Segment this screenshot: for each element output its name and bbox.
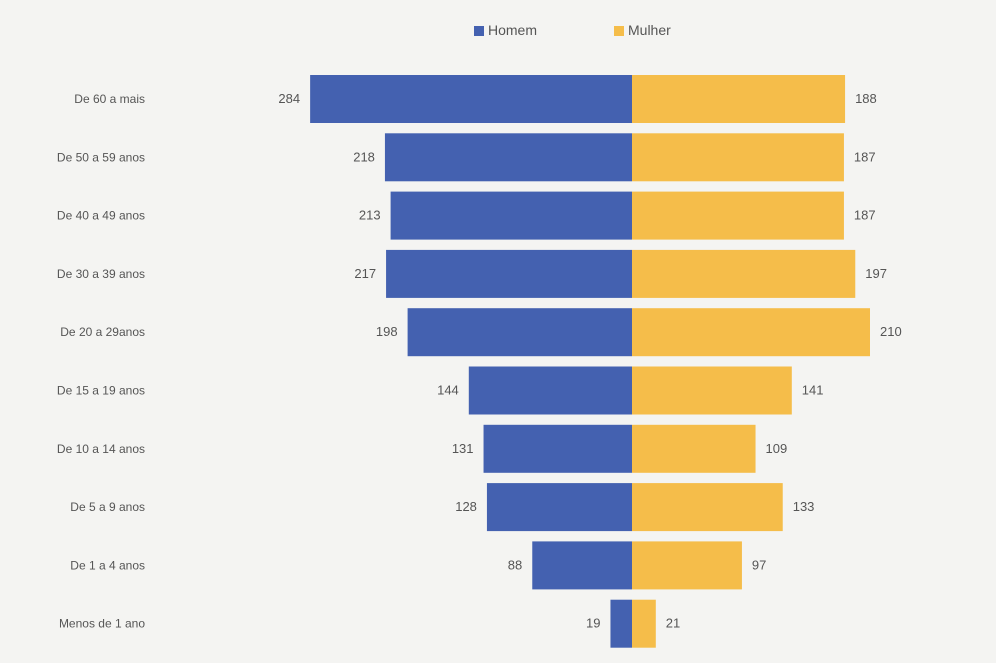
value-label-homem: 213 <box>359 208 381 223</box>
value-label-mulher: 197 <box>865 266 887 281</box>
value-label-mulher: 97 <box>752 557 766 572</box>
value-label-mulher: 187 <box>854 208 876 223</box>
bar-mulher <box>632 191 844 240</box>
category-label: De 30 a 39 anos <box>57 267 145 281</box>
value-label-mulher: 188 <box>855 91 877 106</box>
category-label: De 60 a mais <box>74 92 145 106</box>
bar-homem <box>483 424 632 473</box>
legend-label-mulher: Mulher <box>628 22 671 38</box>
bar-homem <box>390 191 632 240</box>
bar-mulher <box>632 366 792 415</box>
category-label: Menos de 1 ano <box>59 617 145 631</box>
value-label-mulher: 141 <box>802 383 824 398</box>
value-label-homem: 284 <box>278 91 300 106</box>
category-label: De 15 a 19 anos <box>57 384 145 398</box>
legend-label-homem: Homem <box>488 22 537 38</box>
legend-swatch-homem <box>474 26 484 36</box>
bar-homem <box>407 308 632 357</box>
bar-mulher <box>632 424 756 473</box>
bar-homem <box>610 599 632 648</box>
category-label: De 50 a 59 anos <box>57 150 145 164</box>
bar-mulher <box>632 599 656 648</box>
legend-swatch-mulher <box>614 26 624 36</box>
value-label-homem: 218 <box>353 149 375 164</box>
bar-homem <box>384 133 632 182</box>
bar-homem <box>468 366 632 415</box>
bar-homem <box>386 249 632 298</box>
value-label-mulher: 187 <box>854 149 876 164</box>
value-label-homem: 128 <box>455 499 477 514</box>
value-label-mulher: 210 <box>880 324 902 339</box>
value-label-mulher: 109 <box>766 441 788 456</box>
bar-mulher <box>632 75 846 123</box>
value-label-homem: 144 <box>437 383 459 398</box>
value-label-homem: 131 <box>452 441 474 456</box>
category-label: De 5 a 9 anos <box>70 500 145 514</box>
bar-homem <box>310 75 632 123</box>
category-label: De 10 a 14 anos <box>57 442 145 456</box>
category-label: De 40 a 49 anos <box>57 209 145 223</box>
value-label-mulher: 21 <box>666 616 680 631</box>
category-label: De 20 a 29anos <box>60 325 145 339</box>
value-label-homem: 19 <box>586 616 600 631</box>
value-label-homem: 198 <box>376 324 398 339</box>
bar-mulher <box>632 541 742 590</box>
value-label-homem: 88 <box>508 557 522 572</box>
bar-homem <box>486 483 632 532</box>
value-label-homem: 217 <box>354 266 376 281</box>
category-label: De 1 a 4 anos <box>70 558 145 572</box>
bar-mulher <box>632 308 870 357</box>
value-label-mulher: 133 <box>793 499 815 514</box>
bar-mulher <box>632 483 783 532</box>
bar-mulher <box>632 133 844 182</box>
bar-homem <box>532 541 632 590</box>
bar-mulher <box>632 249 856 298</box>
